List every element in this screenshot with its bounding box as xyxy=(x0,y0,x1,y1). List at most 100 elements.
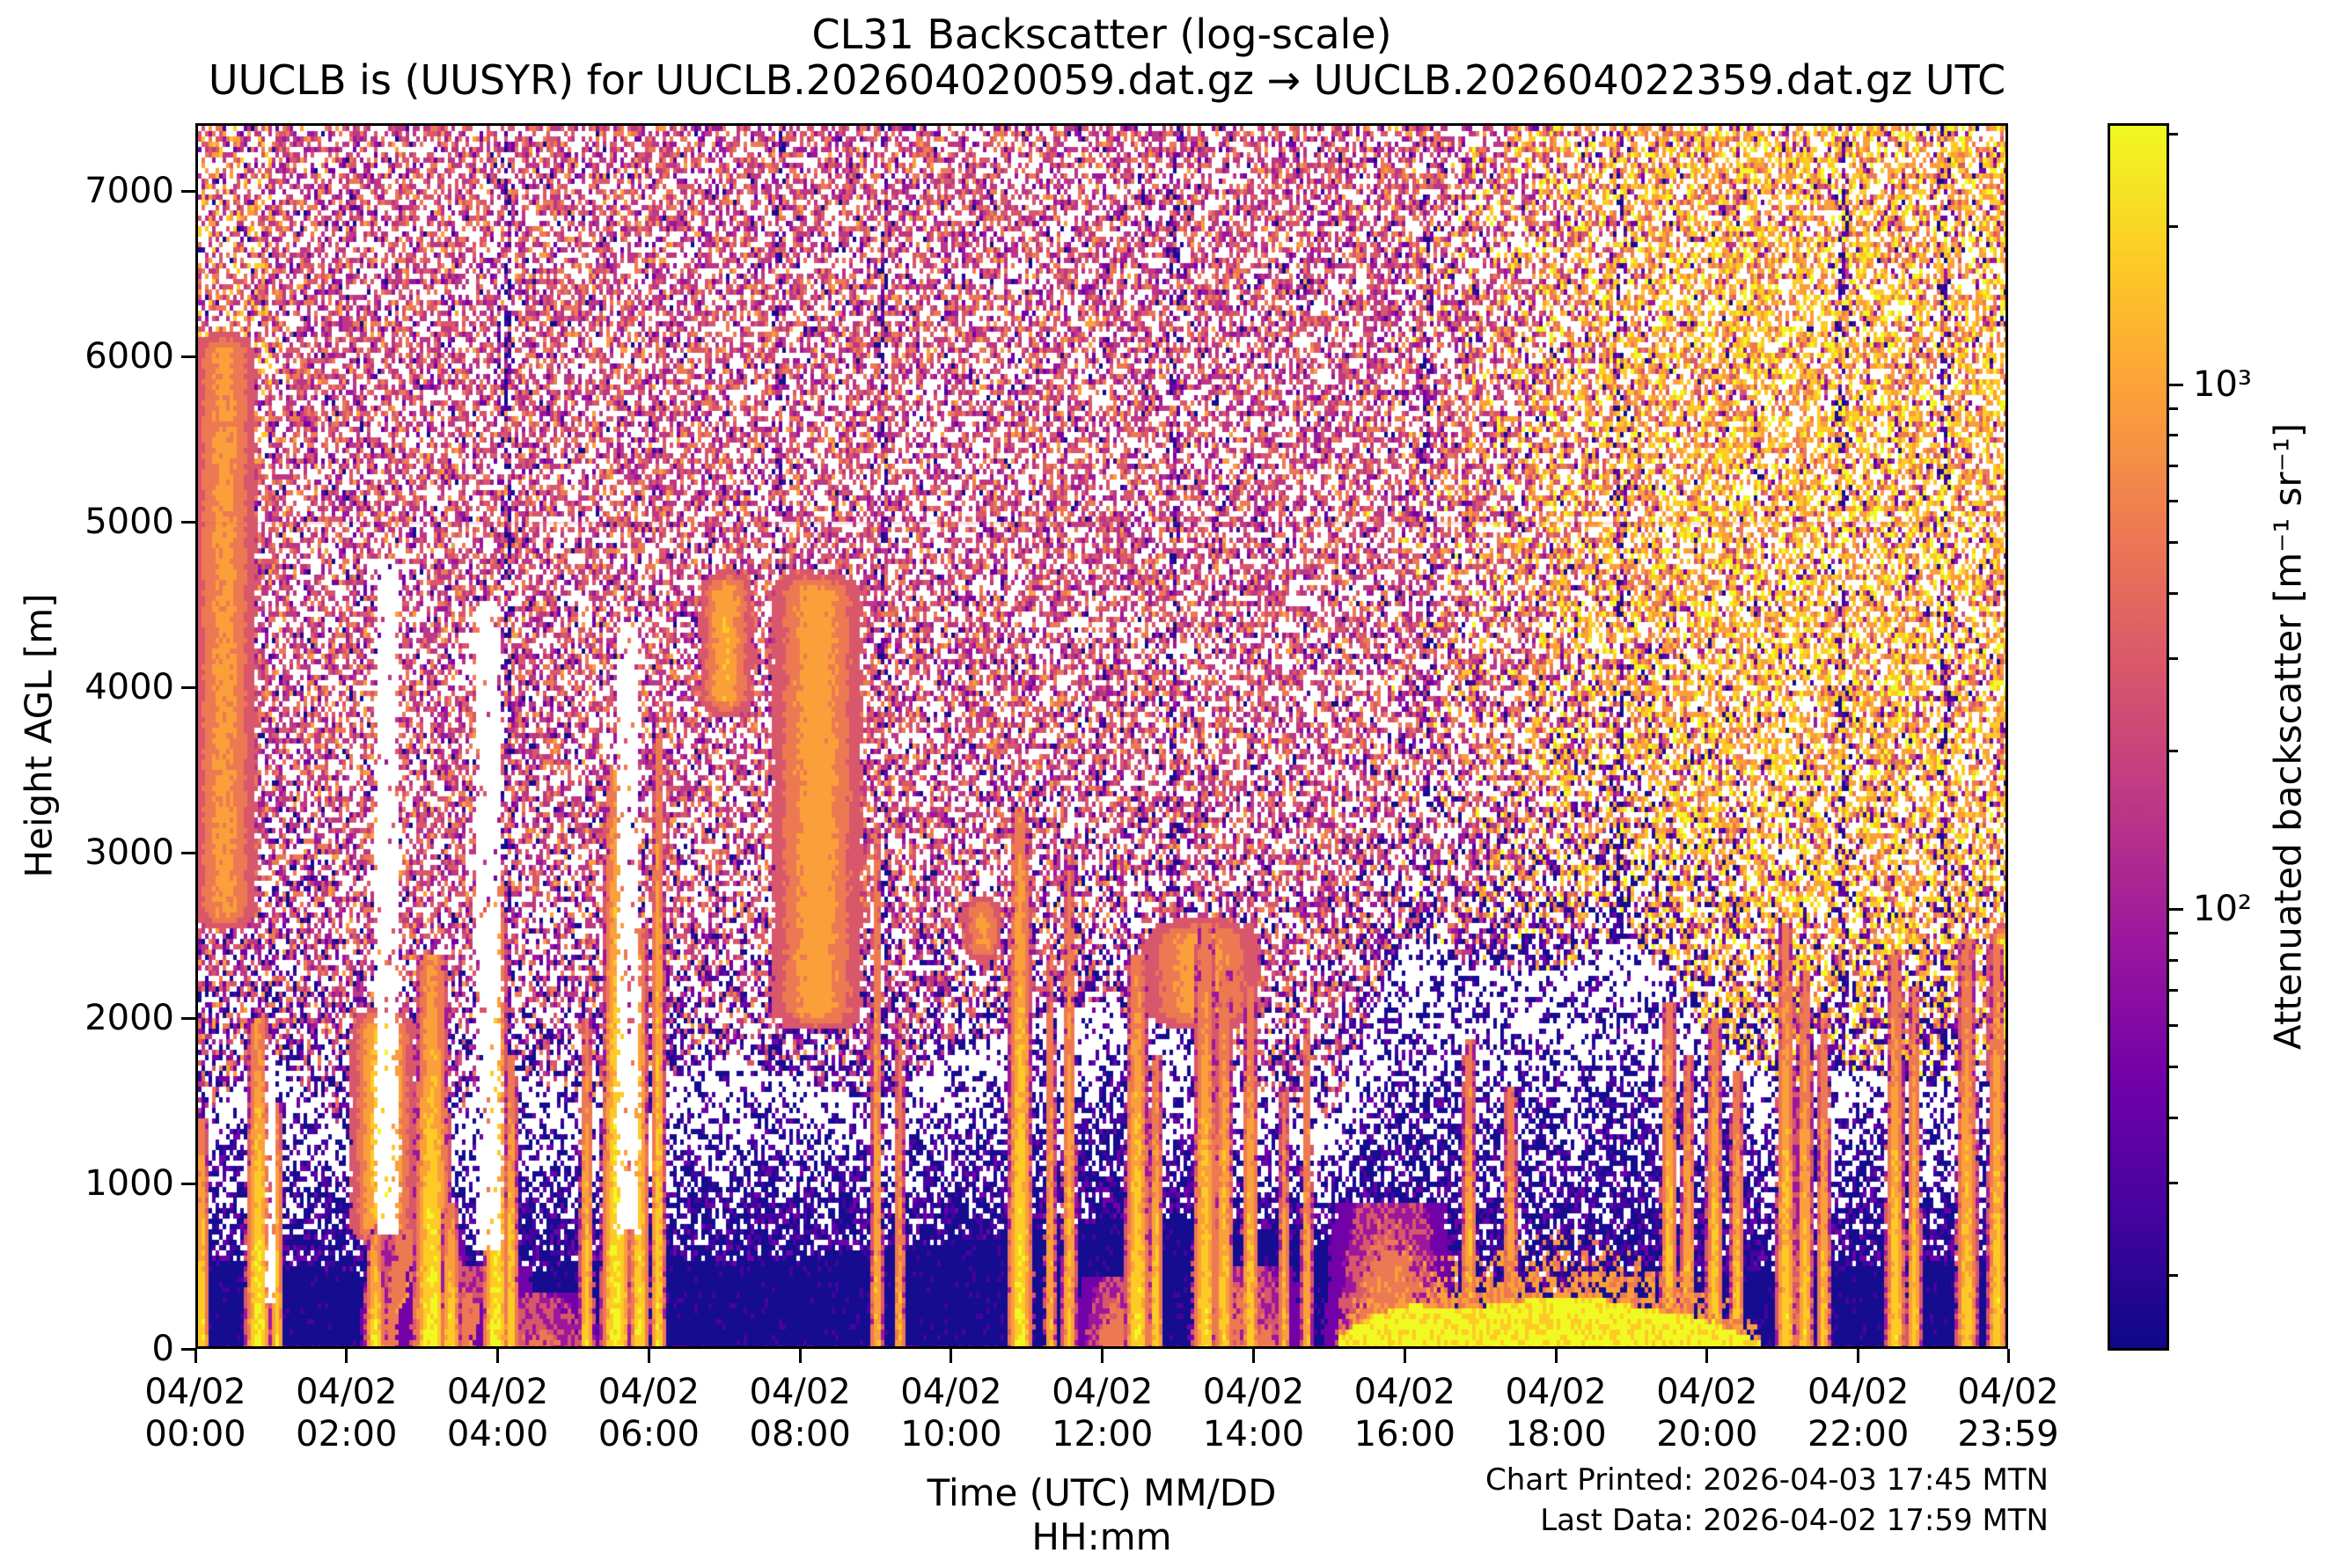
x-tick-time: 06:00 xyxy=(598,1414,700,1454)
x-tick-label: 04/02 16:00 xyxy=(1354,1371,1455,1455)
x-tick-label: 04/02 04:00 xyxy=(447,1371,548,1455)
y-tick-mark xyxy=(181,520,195,524)
colorbar-minor-tick-mark xyxy=(2169,591,2178,595)
y-tick-mark xyxy=(181,1347,195,1351)
x-tick-date: 04/02 xyxy=(749,1372,851,1412)
y-tick-mark xyxy=(181,851,195,854)
colorbar-minor-tick-mark xyxy=(2169,541,2178,545)
x-tick-date: 04/02 xyxy=(1052,1372,1154,1412)
colorbar-minor-tick-mark xyxy=(2169,657,2178,661)
x-tick-mark xyxy=(1857,1349,1860,1363)
colorbar xyxy=(2108,123,2169,1351)
y-tick-mark xyxy=(181,1016,195,1020)
colorbar-minor-tick-mark xyxy=(2169,989,2178,993)
x-tick-time: 18:00 xyxy=(1505,1414,1607,1454)
y-tick-mark xyxy=(181,355,195,358)
x-tick-mark xyxy=(647,1349,650,1363)
x-tick-date: 04/02 xyxy=(1957,1372,2059,1412)
colorbar-minor-tick-mark xyxy=(2169,499,2178,502)
x-tick-date: 04/02 xyxy=(296,1372,398,1412)
y-tick-mark xyxy=(181,1182,195,1185)
x-tick-date: 04/02 xyxy=(1202,1372,1305,1412)
colorbar-minor-tick-mark xyxy=(2169,133,2178,136)
colorbar-tick-label: 10³ xyxy=(2193,364,2252,406)
colorbar-minor-tick-mark xyxy=(2169,407,2178,410)
x-tick-label: 04/02 22:00 xyxy=(1807,1371,1909,1455)
y-tick-label: 0 xyxy=(151,1329,174,1369)
x-tick-label: 04/02 20:00 xyxy=(1656,1371,1757,1455)
chart-subtitle: UUCLB is (UUSYR) for UUCLB.202604020059.… xyxy=(208,56,2006,104)
x-tick-label: 04/02 18:00 xyxy=(1505,1371,1606,1455)
x-tick-label: 04/02 14:00 xyxy=(1203,1371,1304,1455)
x-tick-label: 04/02 02:00 xyxy=(296,1371,397,1455)
x-tick-date: 04/02 xyxy=(900,1372,1002,1412)
colorbar-minor-tick-mark xyxy=(2169,225,2178,229)
x-tick-mark xyxy=(496,1349,500,1363)
x-tick-time: 12:00 xyxy=(1052,1414,1154,1454)
colorbar-minor-tick-mark xyxy=(2169,1066,2178,1069)
x-tick-label: 04/02 12:00 xyxy=(1052,1371,1153,1455)
y-tick-label: 1000 xyxy=(84,1163,174,1204)
y-tick-label: 5000 xyxy=(84,502,174,543)
y-tick-label: 2000 xyxy=(84,998,174,1039)
x-tick-time: 10:00 xyxy=(900,1414,1002,1454)
colorbar-minor-tick-mark xyxy=(2169,932,2178,935)
y-tick-mark xyxy=(181,189,195,193)
x-tick-date: 04/02 xyxy=(144,1372,246,1412)
x-tick-date: 04/02 xyxy=(1505,1372,1607,1412)
x-tick-time: 20:00 xyxy=(1656,1414,1758,1454)
x-tick-time: 16:00 xyxy=(1353,1414,1455,1454)
x-axis-label-line2: HH:mm xyxy=(1031,1515,1172,1558)
colorbar-minor-tick-mark xyxy=(2169,464,2178,467)
x-tick-mark xyxy=(1252,1349,1256,1363)
x-tick-time: 08:00 xyxy=(749,1414,851,1454)
x-tick-mark xyxy=(798,1349,802,1363)
x-tick-label: 04/02 06:00 xyxy=(598,1371,700,1455)
y-tick-mark xyxy=(181,685,195,689)
x-tick-label: 04/02 10:00 xyxy=(900,1371,1001,1455)
x-tick-mark xyxy=(1101,1349,1104,1363)
x-tick-label: 04/02 23:59 xyxy=(1957,1371,2058,1455)
colorbar-minor-tick-mark xyxy=(2169,958,2178,962)
y-tick-label: 7000 xyxy=(84,171,174,212)
x-tick-date: 04/02 xyxy=(1353,1372,1455,1412)
chart-printed-annotation: Chart Printed: 2026-04-03 17:45 MTN xyxy=(1485,1462,2049,1498)
chart-title: CL31 Backscatter (log-scale) xyxy=(811,11,1392,58)
colorbar-minor-tick-mark xyxy=(2169,1274,2178,1278)
y-tick-label: 6000 xyxy=(84,336,174,377)
colorbar-minor-tick-mark xyxy=(2169,1116,2178,1119)
x-tick-time: 00:00 xyxy=(144,1414,246,1454)
y-tick-label: 4000 xyxy=(84,667,174,708)
colorbar-minor-tick-mark xyxy=(2169,434,2178,437)
colorbar-label: Attenuated backscatter [m⁻¹ sr⁻¹] xyxy=(2266,422,2310,1051)
x-tick-mark xyxy=(1705,1349,1709,1363)
colorbar-tick-mark xyxy=(2169,383,2183,386)
x-axis-label-line1: Time (UTC) MM/DD xyxy=(927,1471,1277,1514)
x-tick-label: 04/02 08:00 xyxy=(750,1371,851,1455)
x-tick-date: 04/02 xyxy=(1656,1372,1758,1412)
colorbar-tick-mark xyxy=(2169,907,2183,911)
x-tick-mark xyxy=(1554,1349,1558,1363)
x-tick-date: 04/02 xyxy=(1807,1372,1910,1412)
colorbar-minor-tick-mark xyxy=(2169,1024,2178,1027)
heatmap-plot-area xyxy=(195,123,2008,1349)
x-tick-label: 04/02 00:00 xyxy=(144,1371,246,1455)
last-data-annotation: Last Data: 2026-04-02 17:59 MTN xyxy=(1540,1503,2049,1538)
colorbar-minor-tick-mark xyxy=(2169,1182,2178,1185)
x-tick-time: 22:00 xyxy=(1807,1414,1910,1454)
colorbar-minor-tick-mark xyxy=(2169,750,2178,753)
x-tick-mark xyxy=(1403,1349,1406,1363)
x-tick-mark xyxy=(2006,1349,2010,1363)
x-tick-mark xyxy=(345,1349,348,1363)
x-tick-time: 02:00 xyxy=(296,1414,398,1454)
x-tick-date: 04/02 xyxy=(446,1372,549,1412)
x-tick-mark xyxy=(950,1349,953,1363)
heatmap-canvas xyxy=(198,126,2005,1346)
x-tick-time: 04:00 xyxy=(446,1414,549,1454)
x-tick-time: 23:59 xyxy=(1957,1414,2059,1454)
x-tick-time: 14:00 xyxy=(1202,1414,1305,1454)
colorbar-gradient xyxy=(2110,126,2167,1348)
colorbar-tick-label: 10² xyxy=(2193,889,2252,930)
x-tick-mark xyxy=(194,1349,197,1363)
